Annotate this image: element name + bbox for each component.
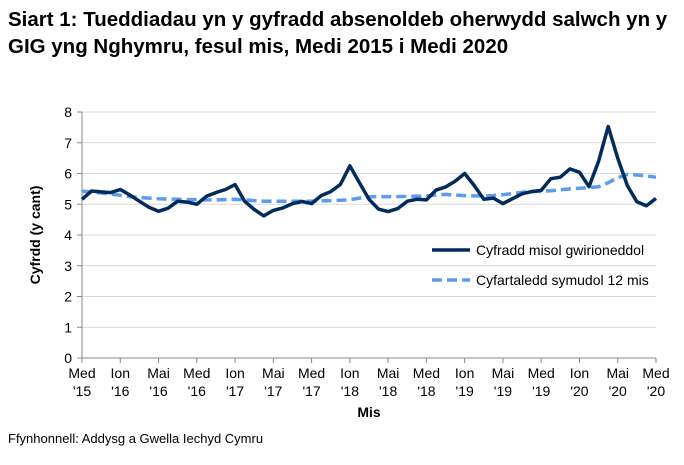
y-tick-label: 1 bbox=[64, 319, 72, 335]
y-tick-label: 3 bbox=[64, 258, 72, 274]
x-tick-label: Mai '16 bbox=[147, 365, 170, 399]
x-tick-label: Mai '19 bbox=[492, 365, 515, 399]
x-tick-label: Mai '20 bbox=[606, 365, 629, 399]
legend-label: Cyfartaledd symudol 12 mis bbox=[476, 272, 649, 288]
y-tick-label: 0 bbox=[64, 350, 72, 366]
x-tick-label: Mai '17 bbox=[262, 365, 285, 399]
y-tick-label: 8 bbox=[64, 104, 72, 120]
x-tick-label: Ion '18 bbox=[340, 365, 359, 399]
x-tick-label: Med '16 bbox=[183, 365, 210, 399]
y-tick-label: 7 bbox=[64, 135, 72, 151]
x-tick-label: Med '20 bbox=[642, 365, 669, 399]
x-axis-label: Mis bbox=[357, 404, 381, 420]
legend-label: Cyfradd misol gwirioneddol bbox=[476, 242, 644, 258]
x-tick-label: Ion '17 bbox=[225, 365, 244, 399]
series-line-actual bbox=[80, 124, 658, 218]
x-tick-label: Med '19 bbox=[528, 365, 555, 399]
y-tick-label: 5 bbox=[64, 196, 72, 212]
x-tick-label: Med '18 bbox=[413, 365, 440, 399]
y-tick-label: 6 bbox=[64, 166, 72, 182]
x-tick-label: Med '15 bbox=[68, 365, 95, 399]
x-tick-label: Ion '19 bbox=[455, 365, 474, 399]
y-tick-label: 2 bbox=[64, 289, 72, 305]
source-note: Ffynhonnell: Addysg a Gwella Iechyd Cymr… bbox=[8, 431, 264, 446]
x-tick-label: Ion '20 bbox=[570, 365, 589, 399]
chart-title: Siart 1: Tueddiadau yn y gyfradd absenol… bbox=[8, 8, 668, 58]
x-tick-label: Med '17 bbox=[298, 365, 325, 399]
y-tick-label: 4 bbox=[64, 227, 72, 243]
y-axis-label: Cyfrdd (y cant) bbox=[27, 186, 43, 285]
x-tick-label: Ion '16 bbox=[111, 365, 130, 399]
x-tick-label: Mai '18 bbox=[377, 365, 400, 399]
